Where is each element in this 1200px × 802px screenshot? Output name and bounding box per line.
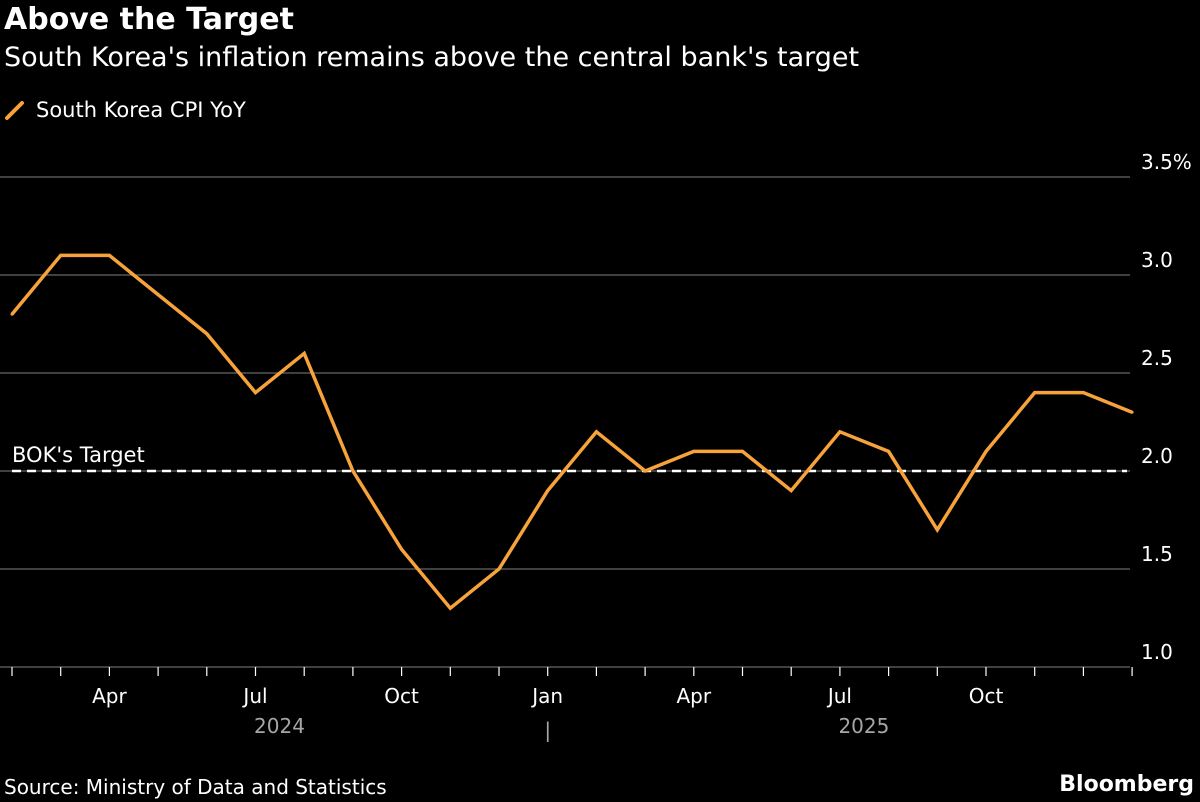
x-tick-label: Apr: [92, 684, 127, 708]
cpi-data-point: [1033, 391, 1037, 395]
chart-subtitle: South Korea's inflation remains above th…: [4, 42, 860, 73]
cpi-data-point: [59, 253, 63, 257]
cpi-data-point: [205, 332, 209, 336]
chart-title: Above the Target: [4, 2, 294, 37]
cpi-data-point: [254, 391, 257, 395]
x-tick-label: Oct: [969, 684, 1004, 708]
bloomberg-logo: Bloomberg: [1059, 772, 1194, 797]
x-tick-label: Oct: [384, 684, 419, 708]
cpi-data-point: [594, 430, 598, 434]
cpi-data-point: [887, 449, 891, 453]
y-tick-label: 1.0: [1141, 640, 1173, 664]
cpi-data-point: [1081, 391, 1085, 395]
x-year-label: 2025: [838, 714, 889, 738]
legend-line-icon: [5, 101, 24, 120]
cpi-data-point: [156, 293, 160, 297]
cpi-data-point: [1130, 410, 1134, 414]
cpi-data-point: [643, 469, 647, 473]
cpi-data-point: [497, 567, 501, 571]
cpi-data-point: [789, 489, 793, 493]
cpi-series-line: [10, 253, 1133, 611]
cpi-data-point: [302, 351, 306, 355]
legend-label: South Korea CPI YoY: [36, 98, 246, 122]
chart-legend: South Korea CPI YoY: [4, 98, 246, 122]
cpi-data-point: [935, 528, 939, 532]
year-separator: |: [544, 718, 551, 742]
x-tick-label: Apr: [676, 684, 711, 708]
cpi-data-point: [984, 449, 988, 453]
y-tick-label: 3.5%: [1141, 150, 1192, 174]
cpi-data-point: [107, 253, 111, 257]
cpi-data-point: [692, 449, 696, 453]
source-note: Source: Ministry of Data and Statistics: [4, 775, 387, 799]
cpi-data-point: [546, 489, 550, 493]
y-tick-label: 2.0: [1141, 444, 1173, 468]
cpi-data-point: [448, 606, 452, 610]
cpi-data-point: [10, 312, 14, 316]
cpi-data-point: [400, 547, 404, 551]
y-tick-label: 2.5: [1141, 346, 1173, 370]
cpi-data-point: [741, 449, 744, 453]
y-tick-label: 1.5: [1141, 542, 1173, 566]
x-tick-label: Jan: [530, 684, 563, 708]
y-tick-label: 3.0: [1141, 248, 1173, 272]
x-tick-label: Jul: [826, 684, 852, 708]
target-reference-label: BOK's Target: [12, 443, 145, 467]
x-year-label: 2024: [254, 714, 305, 738]
x-tick-label: Jul: [241, 684, 267, 708]
cpi-data-point: [838, 430, 842, 434]
cpi-data-point: [351, 469, 355, 473]
